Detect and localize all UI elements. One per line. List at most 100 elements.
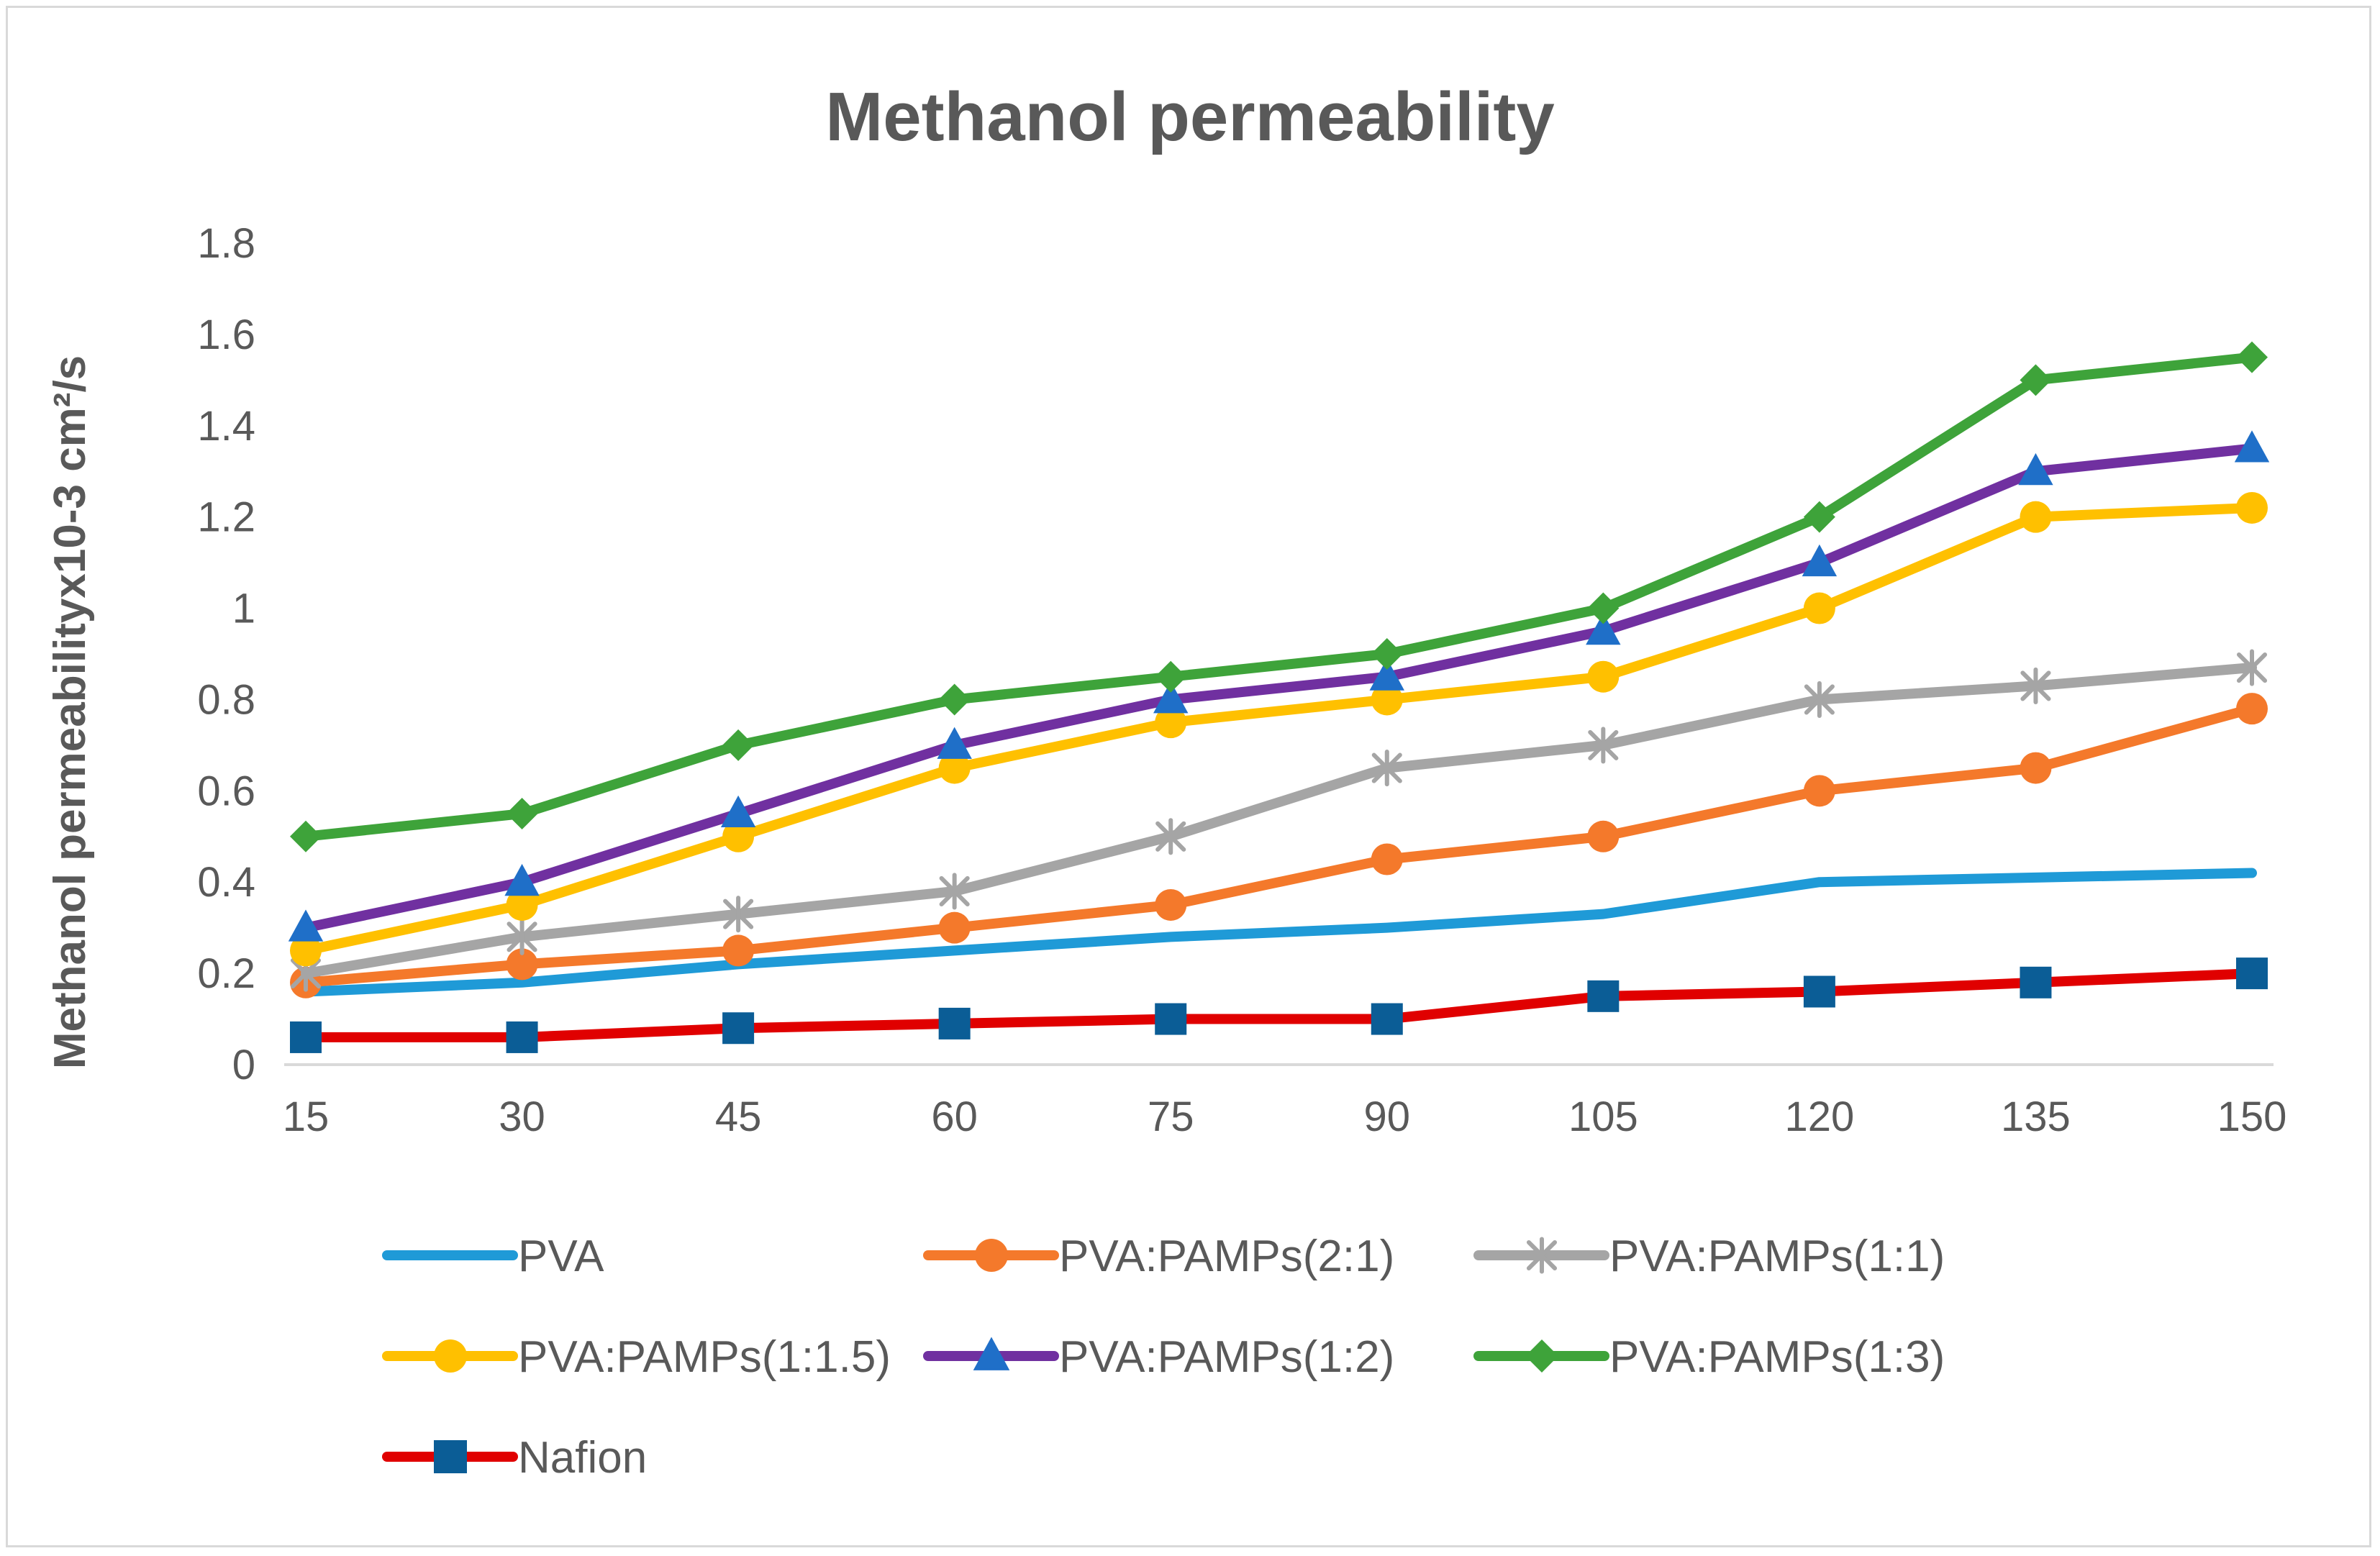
y-tick-label: 1.2 <box>197 494 255 541</box>
legend-marker <box>973 1337 1010 1370</box>
data-point <box>1803 775 1835 807</box>
data-point <box>288 909 324 942</box>
data-point <box>1155 888 1187 921</box>
data-point <box>2236 649 2268 686</box>
data-point <box>938 752 971 784</box>
x-tick-label: 90 <box>1364 1093 1411 1140</box>
x-tick-label: 30 <box>499 1093 545 1140</box>
x-tick-label: 105 <box>1568 1093 1638 1140</box>
y-tick-label: 0.2 <box>197 950 255 997</box>
series-line-6 <box>301 968 2257 1042</box>
data-point <box>290 1021 322 1053</box>
data-point <box>506 798 538 830</box>
data-point <box>1371 1003 1403 1035</box>
data-point <box>1803 501 1835 533</box>
data-point <box>506 948 538 981</box>
y-axis-label: Methanol permeabilityx10-3 cm²/s <box>45 355 95 1069</box>
data-point <box>1155 706 1187 739</box>
data-point <box>1587 980 1620 1012</box>
legend-item: PVA:PAMPs(1:2) <box>923 1332 1394 1382</box>
data-point <box>2020 667 2051 704</box>
series-line-2 <box>301 663 2257 979</box>
legend-item: PVA <box>382 1232 604 1281</box>
data-point <box>290 934 322 967</box>
legend-item: PVA:PAMPs(1:3) <box>1473 1332 1945 1382</box>
series-layer <box>288 341 2270 1053</box>
data-point <box>507 918 537 955</box>
data-point <box>1371 683 1403 716</box>
data-point <box>722 934 755 967</box>
legend-item: PVA:PAMPs(1:1.5) <box>382 1332 891 1382</box>
data-point <box>2020 364 2052 396</box>
y-tick-label: 0.8 <box>197 676 255 723</box>
data-point <box>1588 727 1619 764</box>
legend-item: PVA:PAMPs(2:1) <box>923 1232 1394 1281</box>
data-point <box>1587 592 1620 624</box>
data-point <box>722 729 755 761</box>
legend-label: PVA <box>518 1232 604 1281</box>
data-point <box>1371 638 1403 670</box>
data-point <box>939 873 970 910</box>
y-tick-label: 0 <box>232 1042 255 1088</box>
legend-item: Nafion <box>382 1433 647 1483</box>
x-tick-label: 45 <box>715 1093 762 1140</box>
x-tick-label: 15 <box>283 1093 330 1140</box>
series-line-0 <box>301 868 2257 997</box>
legend-label: PVA:PAMPs(1:1.5) <box>518 1332 891 1382</box>
legend-item: PVA:PAMPs(1:1) <box>1473 1232 1945 1281</box>
y-tick-label: 1.4 <box>197 403 255 450</box>
data-point <box>2020 501 2052 533</box>
data-point <box>1802 544 1838 577</box>
legend-marker <box>434 1440 467 1473</box>
data-point <box>2236 957 2268 990</box>
x-tick-label: 60 <box>931 1093 978 1140</box>
axes: 15 30 45 60 75 90 105 120 135 150 0 0.2 0.4 0.6 0.8 1 1.… <box>197 220 2286 1140</box>
data-point <box>2020 752 2052 784</box>
data-point <box>720 795 756 828</box>
data-point <box>1803 975 1835 1008</box>
y-tick-label: 0.6 <box>197 768 255 814</box>
data-point <box>1153 681 1189 714</box>
legend-label: PVA:PAMPs(1:3) <box>1609 1332 1945 1382</box>
x-tick-label: 75 <box>1148 1093 1194 1140</box>
data-point <box>2236 693 2268 725</box>
series-line-1 <box>301 704 2257 988</box>
data-point <box>2236 341 2268 373</box>
data-point <box>504 863 540 896</box>
data-point <box>1804 681 1835 719</box>
data-point <box>1369 658 1404 691</box>
legend-marker <box>1525 1339 1558 1373</box>
data-point <box>1371 843 1403 875</box>
legend-label: PVA:PAMPs(1:2) <box>1059 1332 1394 1382</box>
chart-title: Methanol permeability <box>825 78 1555 155</box>
x-tick-label: 150 <box>2217 1093 2287 1140</box>
data-point <box>722 820 755 852</box>
data-point <box>2018 452 2053 486</box>
data-point <box>938 683 971 716</box>
y-tick-label: 0.4 <box>197 859 255 906</box>
data-point <box>937 727 972 759</box>
data-point <box>290 820 322 852</box>
legend-label: Nafion <box>518 1433 647 1483</box>
legend-marker <box>434 1339 467 1373</box>
legend: PVA PVA:PAMPs(2:1) PVA:PAMPs(1:1) PVA:PAMPs… <box>382 1232 1945 1483</box>
data-point <box>2234 430 2270 463</box>
y-tick-label: 1 <box>232 586 255 632</box>
y-tick-label: 1.6 <box>197 311 255 358</box>
y-tick-label: 1.8 <box>197 220 255 267</box>
legend-marker <box>975 1239 1008 1272</box>
data-point <box>1155 818 1186 855</box>
series-line-5 <box>301 352 2257 842</box>
data-point <box>1587 820 1620 852</box>
data-point <box>1587 660 1620 693</box>
data-point <box>938 911 971 944</box>
data-point <box>723 896 754 933</box>
legend-label: PVA:PAMPs(2:1) <box>1059 1232 1394 1281</box>
data-point <box>2236 491 2268 524</box>
data-point <box>506 1021 538 1053</box>
data-point <box>1155 1003 1187 1035</box>
x-tick-label: 120 <box>1784 1093 1854 1140</box>
data-point <box>1155 660 1187 693</box>
data-point <box>2020 966 2052 998</box>
